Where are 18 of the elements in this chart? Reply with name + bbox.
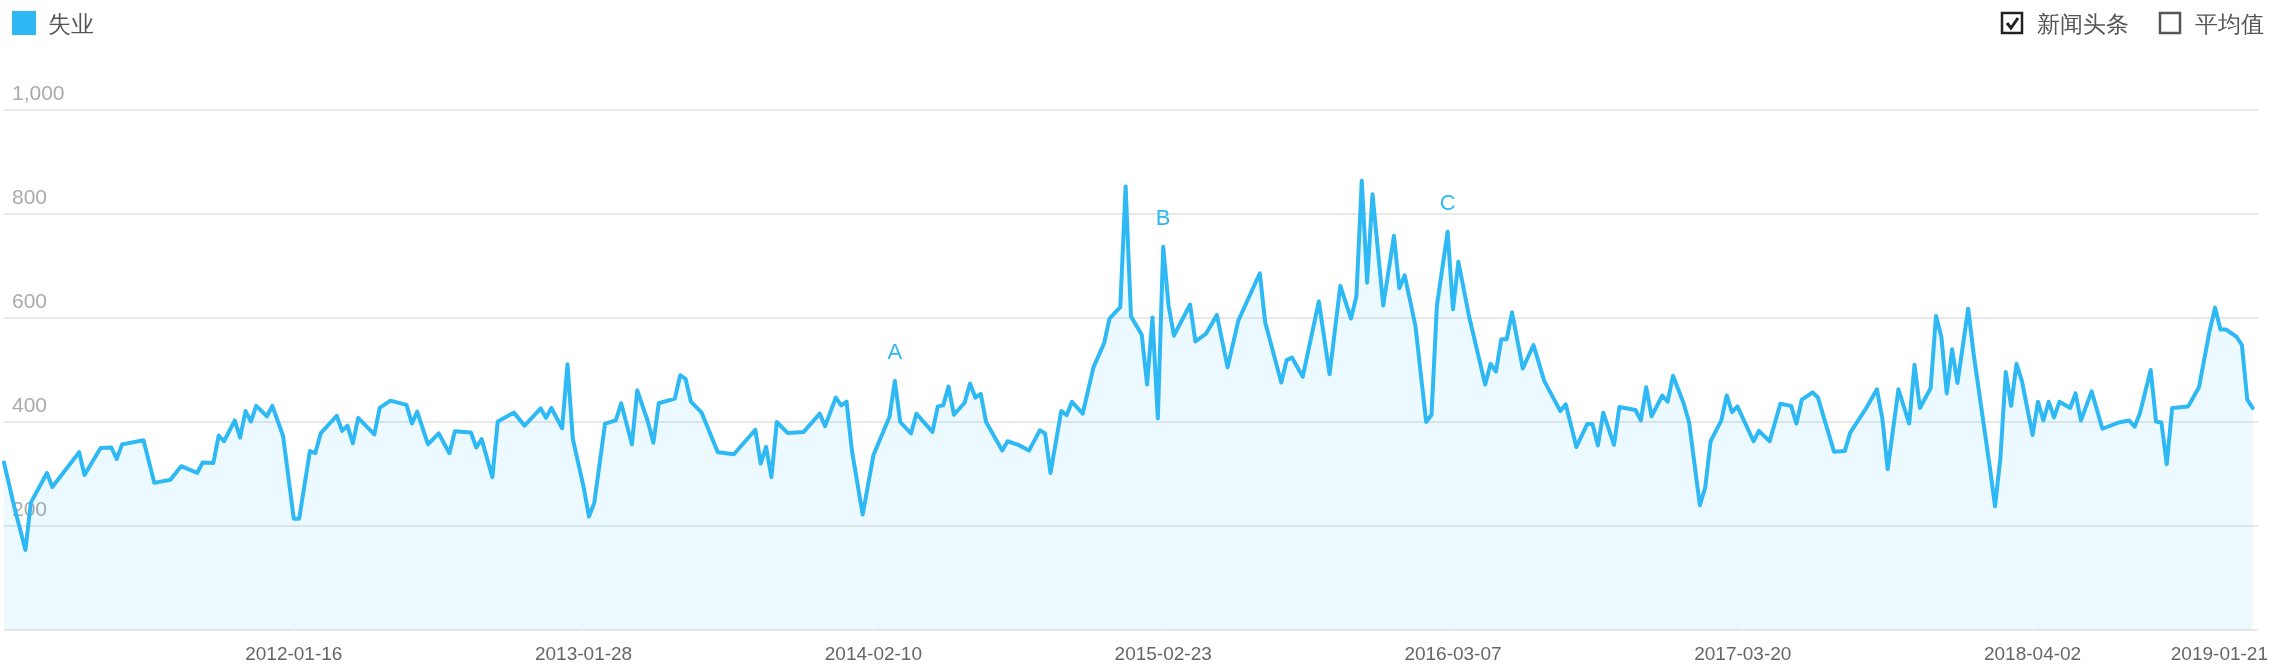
- text: 平均值: [2195, 11, 2264, 37]
- y-tick-label: 600: [12, 289, 48, 312]
- x-tick-label: 2019-01-21: [2170, 643, 2268, 664]
- annotation: B: [1155, 204, 1171, 230]
- x-tick-label: 2014-02-10: [824, 643, 922, 664]
- x-tick-label: 2013-01-28: [535, 643, 633, 664]
- legend-label: 失业: [48, 11, 94, 37]
- annotation: A: [887, 338, 903, 364]
- text: 新闻头条: [2037, 11, 2129, 37]
- x-tick-label: 2012-01-16: [245, 643, 343, 664]
- y-tick-label: 400: [12, 393, 48, 416]
- x-tick-label: 2017-03-20: [1694, 643, 1792, 664]
- y-tick-label: 800: [12, 185, 48, 208]
- y-tick-label: 1,000: [12, 81, 65, 104]
- x-tick-label: 2018-04-02: [1984, 643, 2082, 664]
- x-tick-label: 2015-02-23: [1114, 643, 1212, 664]
- annotation: C: [1439, 189, 1456, 215]
- x-tick-label: 2016-03-07: [1404, 643, 1502, 664]
